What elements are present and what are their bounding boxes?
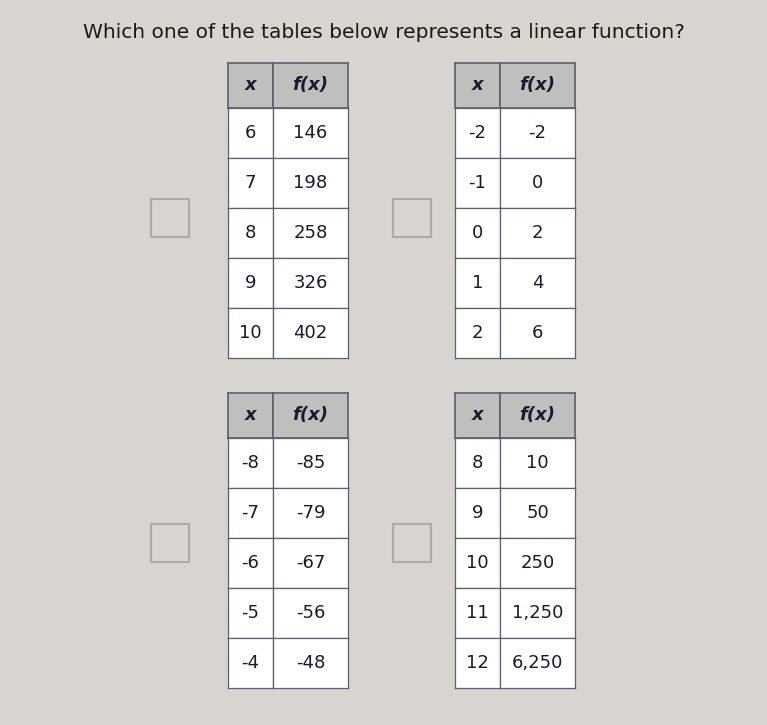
- Text: 12: 12: [466, 654, 489, 672]
- Text: 326: 326: [293, 274, 328, 292]
- Text: 198: 198: [293, 174, 328, 192]
- Text: -2: -2: [528, 124, 547, 142]
- Text: -48: -48: [296, 654, 325, 672]
- Text: -79: -79: [296, 504, 325, 522]
- Text: 9: 9: [245, 274, 256, 292]
- Text: 6: 6: [532, 324, 543, 342]
- Text: f(x): f(x): [519, 77, 555, 94]
- Text: 250: 250: [520, 554, 555, 572]
- Text: 11: 11: [466, 604, 489, 622]
- Text: f(x): f(x): [292, 407, 328, 425]
- Text: x: x: [472, 77, 483, 94]
- Text: Which one of the tables below represents a linear function?: Which one of the tables below represents…: [83, 22, 684, 41]
- Text: -85: -85: [296, 454, 325, 472]
- Text: -67: -67: [296, 554, 325, 572]
- Text: x: x: [472, 407, 483, 425]
- Text: 2: 2: [472, 324, 483, 342]
- Text: -7: -7: [242, 504, 259, 522]
- Text: 0: 0: [472, 224, 483, 242]
- Text: 10: 10: [466, 554, 489, 572]
- Text: -2: -2: [469, 124, 486, 142]
- Text: 9: 9: [472, 504, 483, 522]
- Text: -1: -1: [469, 174, 486, 192]
- Text: -5: -5: [242, 604, 259, 622]
- Text: 402: 402: [293, 324, 328, 342]
- Text: 8: 8: [472, 454, 483, 472]
- Text: f(x): f(x): [519, 407, 555, 425]
- Text: -56: -56: [296, 604, 325, 622]
- Text: 50: 50: [526, 504, 549, 522]
- Text: 0: 0: [532, 174, 543, 192]
- Text: f(x): f(x): [292, 77, 328, 94]
- Text: 2: 2: [532, 224, 543, 242]
- Text: 7: 7: [245, 174, 256, 192]
- Text: 8: 8: [245, 224, 256, 242]
- Text: 146: 146: [293, 124, 328, 142]
- Text: 6: 6: [245, 124, 256, 142]
- Text: 10: 10: [239, 324, 262, 342]
- Text: 1,250: 1,250: [512, 604, 563, 622]
- Text: x: x: [245, 407, 256, 425]
- Text: 1: 1: [472, 274, 483, 292]
- Text: 10: 10: [526, 454, 549, 472]
- FancyBboxPatch shape: [393, 199, 431, 237]
- Text: -4: -4: [242, 654, 259, 672]
- FancyBboxPatch shape: [393, 524, 431, 562]
- Text: 6,250: 6,250: [512, 654, 563, 672]
- FancyBboxPatch shape: [151, 199, 189, 237]
- Text: -6: -6: [242, 554, 259, 572]
- Text: -8: -8: [242, 454, 259, 472]
- Text: 258: 258: [293, 224, 328, 242]
- FancyBboxPatch shape: [151, 524, 189, 562]
- Text: x: x: [245, 77, 256, 94]
- Text: 4: 4: [532, 274, 543, 292]
